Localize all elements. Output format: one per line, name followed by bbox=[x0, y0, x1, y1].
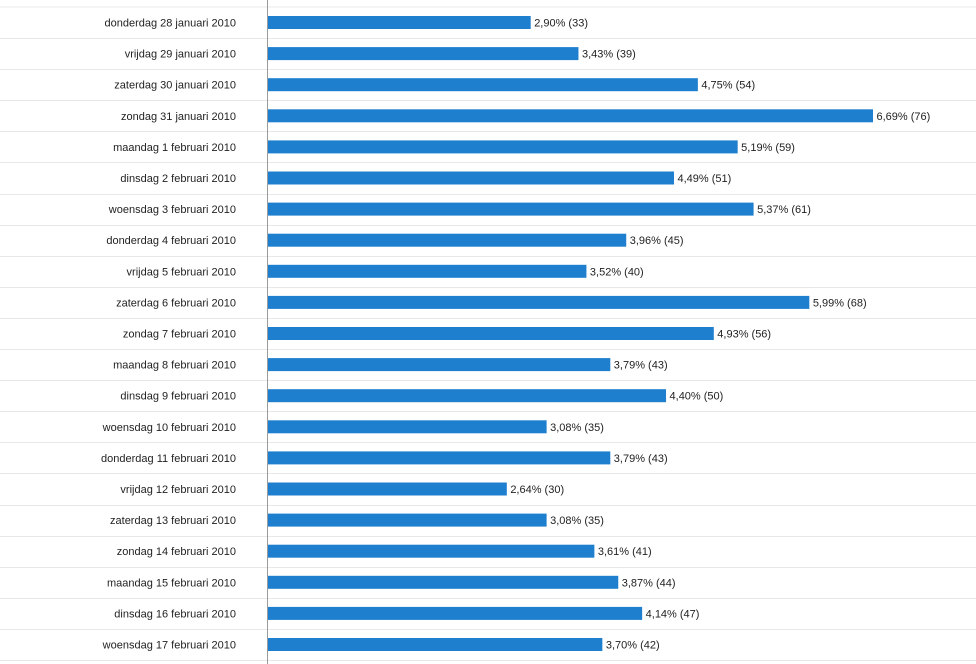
category-label: dinsdag 16 februari 2010 bbox=[114, 608, 236, 620]
bar bbox=[268, 78, 698, 92]
value-label: 3,61% (41) bbox=[598, 546, 652, 558]
bar bbox=[268, 451, 611, 465]
bar bbox=[268, 389, 667, 403]
value-label: 3,08% (35) bbox=[550, 515, 604, 527]
category-label: woensdag 10 februari 2010 bbox=[102, 422, 236, 434]
label-layer: donderdag 28 januari 2010 2,90% (33) vrijd… bbox=[101, 18, 930, 652]
category-label: dinsdag 9 februari 2010 bbox=[120, 391, 236, 403]
category-label: maandag 1 februari 2010 bbox=[113, 142, 236, 154]
category-label: donderdag 11 februari 2010 bbox=[101, 453, 236, 465]
bar bbox=[268, 47, 579, 61]
bar bbox=[268, 606, 643, 620]
category-label: zondag 7 februari 2010 bbox=[123, 329, 236, 341]
bar bbox=[268, 638, 603, 651]
category-label: vrijdag 29 januari 2010 bbox=[125, 49, 236, 61]
bar bbox=[268, 575, 619, 589]
bar bbox=[268, 544, 595, 558]
category-label: woensdag 17 februari 2010 bbox=[102, 640, 236, 652]
value-label: 5,99% (68) bbox=[813, 297, 867, 309]
value-label: 3,70% (42) bbox=[606, 640, 660, 652]
value-label: 2,90% (33) bbox=[534, 18, 588, 30]
bar bbox=[268, 16, 531, 29]
category-label: zaterdag 6 februari 2010 bbox=[116, 297, 236, 309]
category-label: maandag 15 februari 2010 bbox=[107, 577, 236, 589]
bar bbox=[268, 264, 587, 278]
value-label: 3,87% (44) bbox=[622, 577, 676, 589]
value-label: 6,69% (76) bbox=[877, 111, 931, 123]
value-label: 5,37% (61) bbox=[757, 204, 811, 216]
value-label: 3,96% (45) bbox=[630, 235, 684, 247]
value-label: 4,75% (54) bbox=[701, 80, 755, 92]
value-label: 4,14% (47) bbox=[646, 608, 700, 620]
value-label: 3,79% (43) bbox=[614, 360, 668, 372]
category-label: donderdag 4 februari 2010 bbox=[106, 235, 236, 247]
grid-layer bbox=[0, 6, 976, 661]
bar bbox=[268, 295, 810, 309]
value-label: 3,43% (39) bbox=[582, 49, 636, 61]
category-label: zondag 14 februari 2010 bbox=[117, 546, 236, 558]
bar bbox=[268, 171, 674, 185]
bar bbox=[268, 327, 714, 340]
value-label: 4,40% (50) bbox=[670, 391, 724, 403]
bar bbox=[268, 482, 507, 496]
value-label: 4,49% (51) bbox=[677, 173, 731, 185]
bar bbox=[268, 140, 738, 154]
bar bbox=[268, 233, 627, 247]
bar-layer bbox=[268, 16, 873, 651]
bar bbox=[268, 420, 547, 434]
category-label: zaterdag 13 februari 2010 bbox=[110, 515, 236, 527]
category-label: donderdag 28 januari 2010 bbox=[104, 18, 236, 30]
value-label: 2,64% (30) bbox=[510, 484, 564, 496]
category-label: dinsdag 2 februari 2010 bbox=[120, 173, 236, 185]
category-label: zaterdag 30 januari 2010 bbox=[114, 80, 236, 92]
value-label: 5,19% (59) bbox=[741, 142, 795, 154]
value-label: 3,08% (35) bbox=[550, 422, 604, 434]
value-label: 4,93% (56) bbox=[717, 329, 771, 341]
bar bbox=[268, 202, 754, 216]
category-label: woensdag 3 februari 2010 bbox=[108, 204, 236, 216]
bar bbox=[268, 358, 611, 372]
bar bbox=[268, 109, 873, 123]
value-label: 3,52% (40) bbox=[590, 266, 644, 278]
bar bbox=[268, 513, 547, 527]
category-label: vrijdag 5 februari 2010 bbox=[127, 266, 236, 278]
category-label: maandag 8 februari 2010 bbox=[113, 360, 236, 372]
category-label: zondag 31 januari 2010 bbox=[121, 111, 236, 123]
category-label: vrijdag 12 februari 2010 bbox=[120, 484, 236, 496]
value-label: 3,79% (43) bbox=[614, 453, 668, 465]
